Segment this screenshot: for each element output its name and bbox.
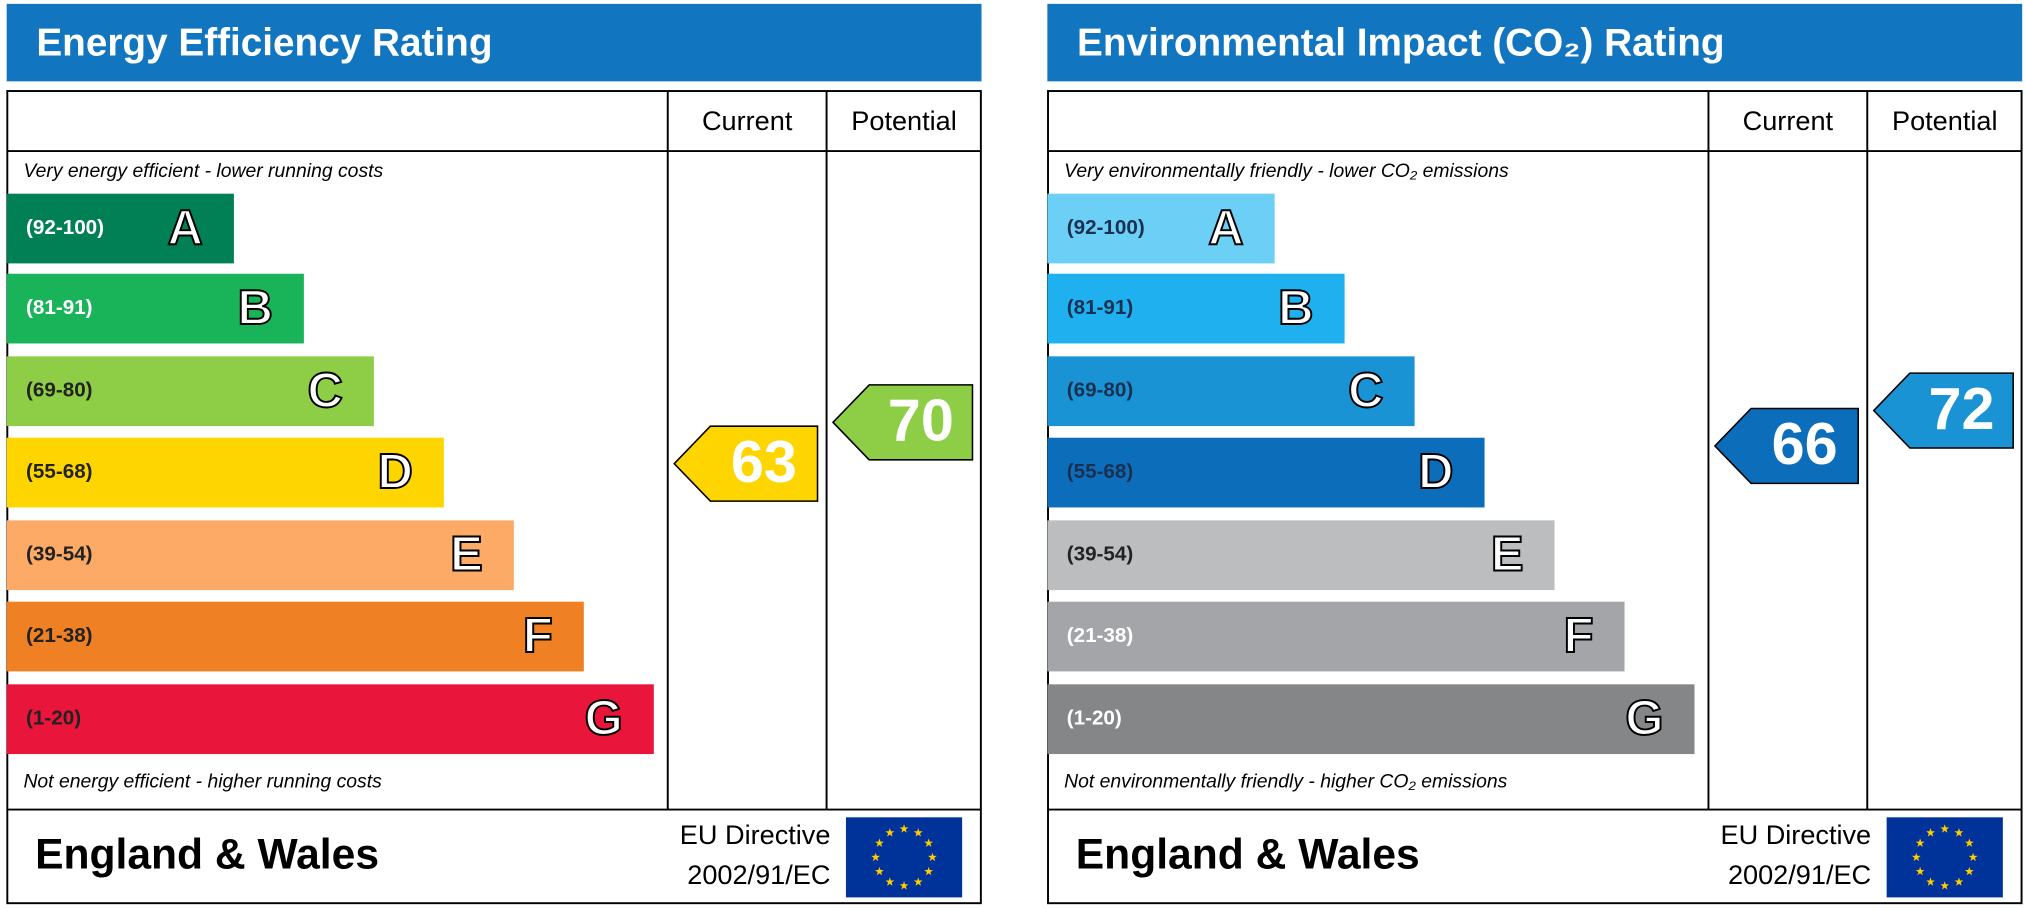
band-letter: A (1208, 201, 1243, 255)
band-range: (21-38) (26, 624, 93, 647)
eu-star (1926, 877, 1935, 886)
panel-title: Energy Efficiency Rating (36, 21, 492, 64)
rating-band (1047, 684, 1695, 755)
potential-rating-value: 72 (1929, 375, 1995, 442)
band-range: (55-68) (1067, 460, 1134, 483)
band-range: (39-54) (1067, 543, 1134, 566)
top-note: Very environmentally friendly - lower CO… (1064, 160, 1509, 182)
column-header: Potential (851, 105, 957, 136)
eu-star (885, 877, 895, 886)
band-letter: D (377, 445, 412, 499)
column-header: Current (702, 105, 793, 136)
eu-star (899, 881, 909, 890)
rating-band (6, 193, 234, 264)
band-letter: D (1418, 445, 1453, 499)
band-letter: G (585, 692, 623, 746)
rating-band (6, 356, 374, 427)
rating-band (6, 601, 584, 672)
eu-star (1968, 852, 1978, 862)
band-letter: B (237, 281, 272, 335)
top-note: Very energy efficient - lower running co… (23, 160, 383, 182)
current-rating-arrow (673, 425, 819, 502)
eu-star (874, 838, 884, 847)
rating-band (1047, 601, 1625, 672)
band-range: (92-100) (1067, 216, 1145, 239)
eu-star (874, 866, 884, 876)
band-range: (81-91) (1067, 296, 1134, 319)
eu-star (913, 877, 923, 886)
eu-star (1940, 881, 1950, 890)
eu-star (1911, 852, 1921, 862)
title-bar (6, 3, 982, 82)
rating-band (1047, 520, 1555, 591)
current-rating-arrow (1713, 407, 1860, 485)
current-rating-value: 66 (1772, 410, 1838, 477)
eu-star (924, 866, 934, 876)
bottom-note: Not environmentally friendly - higher CO… (1064, 771, 1507, 793)
rating-band (1047, 356, 1415, 427)
eu-star (1964, 838, 1974, 847)
column-header: Potential (1892, 105, 1998, 136)
directive: EU Directive (1721, 819, 1872, 850)
directive: 2002/91/EC (1728, 859, 1871, 890)
potential-rating-arrow (831, 384, 974, 461)
rating-panel: Energy Efficiency Rating Current Potential… (6, 3, 982, 905)
band-letter: C (307, 364, 342, 418)
band-range: (92-100) (26, 216, 104, 239)
band-letter: E (1491, 528, 1524, 582)
band-range: (55-68) (26, 460, 93, 483)
band-range: (1-20) (26, 707, 81, 730)
eu-star (1915, 866, 1925, 876)
eu-star (913, 828, 923, 837)
directive: 2002/91/EC (687, 859, 830, 890)
eu-star (928, 852, 937, 862)
title-bar (1047, 3, 2023, 82)
band-range: (1-20) (1067, 707, 1122, 730)
rating-band (6, 684, 654, 755)
eu-star (1964, 866, 1974, 876)
eu-star (899, 824, 909, 833)
rating-band (1047, 193, 1275, 264)
rating-band (1047, 273, 1345, 344)
eu-star (885, 828, 895, 837)
band-letter: F (523, 609, 553, 663)
column-header: Current (1743, 105, 1834, 136)
directive: EU Directive (680, 819, 831, 850)
band-letter: F (1564, 609, 1594, 663)
eu-star (1915, 838, 1925, 847)
current-rating-value: 63 (731, 428, 797, 495)
eu-star (1940, 824, 1950, 833)
rating-panel: Environmental Impact (CO₂) Rating Current… (1047, 3, 2023, 905)
eu-star (1954, 877, 1964, 886)
rating-band (1047, 437, 1485, 508)
band-range: (69-80) (26, 379, 93, 402)
band-letter: E (450, 528, 483, 582)
region: England & Wales (35, 831, 379, 879)
eu-star (871, 852, 881, 862)
bottom-note: Not energy efficient - higher running co… (23, 771, 382, 793)
band-letter: A (168, 201, 203, 255)
band-range: (69-80) (1067, 379, 1134, 402)
rating-band (6, 273, 304, 344)
eu-star (1926, 828, 1935, 837)
eu-star (1954, 828, 1964, 837)
band-letter: B (1278, 281, 1313, 335)
potential-rating-arrow (1872, 372, 2014, 449)
band-range: (81-91) (26, 296, 93, 319)
band-range: (21-38) (1067, 624, 1134, 647)
rating-band (6, 437, 444, 508)
panel-title: Environmental Impact (CO₂) Rating (1077, 21, 1725, 64)
potential-rating-value: 70 (888, 387, 954, 454)
band-range: (39-54) (26, 543, 93, 566)
eu-star (924, 838, 934, 847)
region: England & Wales (1076, 831, 1420, 879)
band-letter: G (1625, 692, 1663, 746)
rating-band (6, 520, 514, 591)
band-letter: C (1348, 364, 1383, 418)
